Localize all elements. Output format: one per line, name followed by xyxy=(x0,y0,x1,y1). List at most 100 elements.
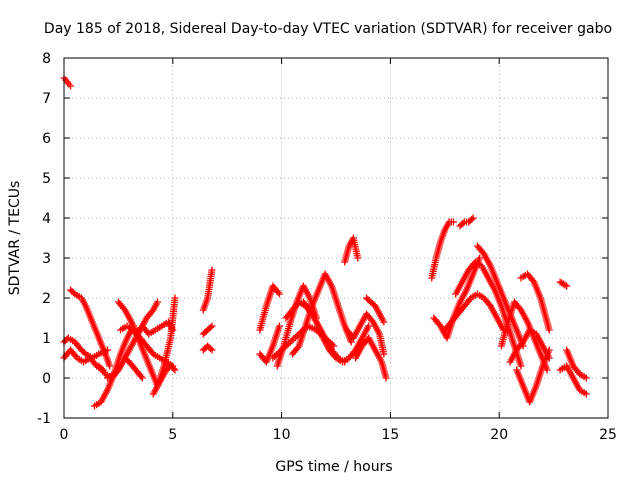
data-point xyxy=(106,362,114,370)
data-point xyxy=(545,326,553,334)
series-pass-34 xyxy=(513,346,553,406)
data-point xyxy=(208,322,216,330)
series-pass-08 xyxy=(114,294,179,390)
series-pass-11 xyxy=(149,362,179,398)
data-point xyxy=(518,340,526,348)
data-point xyxy=(305,304,313,312)
plot-frame xyxy=(63,57,609,419)
data-point xyxy=(170,365,178,373)
data-point xyxy=(380,350,388,358)
series-pass-13 xyxy=(199,322,216,338)
x-axis-label: GPS time / hours xyxy=(275,459,392,475)
series-pass-25 xyxy=(362,294,388,326)
data-point xyxy=(368,316,376,324)
data-point xyxy=(516,304,524,312)
data-point xyxy=(476,254,484,262)
data-point xyxy=(207,345,215,353)
data-point xyxy=(582,374,590,382)
data-point xyxy=(479,248,487,256)
y-axis-label: SDTVAR / TECUs xyxy=(7,181,23,296)
data-point xyxy=(582,390,590,398)
x-tick-label: 10 xyxy=(273,427,291,443)
x-tick-label: 15 xyxy=(381,427,399,443)
series-pass-20 xyxy=(288,270,355,358)
y-tick-label: 1 xyxy=(42,331,51,347)
data-point xyxy=(275,322,283,330)
series-pass-38 xyxy=(563,346,590,382)
data-point xyxy=(561,281,569,289)
data-point xyxy=(80,349,88,357)
series-pass-35 xyxy=(517,270,553,334)
data-point xyxy=(365,322,373,330)
data-points xyxy=(60,74,590,410)
series-pass-10 xyxy=(132,318,177,338)
y-tick-label: 7 xyxy=(42,91,51,107)
data-point xyxy=(169,326,177,334)
y-tick-label: 4 xyxy=(42,211,51,227)
x-tick-label: 5 xyxy=(168,427,177,443)
series-pass-22 xyxy=(341,234,362,266)
series-pass-05 xyxy=(90,322,138,410)
data-point xyxy=(207,323,215,331)
series-pass-14 xyxy=(199,342,216,354)
data-point xyxy=(380,318,388,326)
series-pass-04 xyxy=(60,346,107,374)
series-pass-01 xyxy=(60,74,75,90)
data-point xyxy=(469,214,477,222)
data-point xyxy=(517,362,525,370)
data-point xyxy=(468,215,476,223)
data-point xyxy=(288,336,296,344)
data-point xyxy=(208,266,216,274)
data-point xyxy=(459,219,467,227)
data-point xyxy=(171,366,179,374)
data-point xyxy=(485,300,493,308)
series-pass-36 xyxy=(556,278,571,290)
data-point xyxy=(138,374,146,382)
series-pass-23 xyxy=(343,310,388,358)
data-point xyxy=(171,294,179,302)
data-point xyxy=(545,346,553,354)
data-point xyxy=(294,344,302,352)
data-point xyxy=(529,276,537,284)
x-tick-label: 25 xyxy=(599,427,617,443)
data-point xyxy=(120,304,128,312)
data-point xyxy=(435,320,443,328)
series-pass-24 xyxy=(352,334,390,382)
data-point xyxy=(67,82,75,90)
series-pass-21 xyxy=(299,298,373,366)
y-tick-label: 3 xyxy=(42,251,51,267)
series-pass-37 xyxy=(556,362,590,398)
y-tick-label: 2 xyxy=(42,291,51,307)
y-tick-label: 8 xyxy=(42,51,51,67)
axis-ticks: 0 5 10 15 20 25 -1 0 1 2 3 4 5 6 7 8 xyxy=(37,51,617,443)
data-point xyxy=(354,254,362,262)
y-tick-label: -1 xyxy=(37,411,51,427)
series-pass-03 xyxy=(67,286,114,370)
series-pass-26 xyxy=(428,218,458,282)
data-point xyxy=(290,335,298,343)
y-tick-label: 5 xyxy=(42,171,51,187)
data-point xyxy=(208,346,216,354)
y-tick-label: 6 xyxy=(42,131,51,147)
series-pass-27 xyxy=(430,254,484,342)
data-point xyxy=(382,374,390,382)
data-point xyxy=(274,288,282,296)
series-pass-30 xyxy=(456,214,477,230)
data-point xyxy=(148,308,156,316)
data-point xyxy=(347,338,355,346)
x-tick-label: 20 xyxy=(490,427,508,443)
series-pass-12 xyxy=(199,266,216,314)
series-pass-16 xyxy=(256,322,283,366)
chart-title: Day 185 of 2018, Sidereal Day-to-day VTE… xyxy=(44,21,612,37)
x-tick-label: 0 xyxy=(60,427,69,443)
data-point xyxy=(115,364,123,372)
data-point xyxy=(137,372,145,380)
data-point xyxy=(275,290,283,298)
data-point xyxy=(450,218,458,226)
data-point xyxy=(563,282,571,290)
y-tick-label: 0 xyxy=(42,371,51,387)
series-pass-15 xyxy=(256,282,283,334)
series-pass-31 xyxy=(473,242,527,350)
data-point xyxy=(154,298,162,306)
